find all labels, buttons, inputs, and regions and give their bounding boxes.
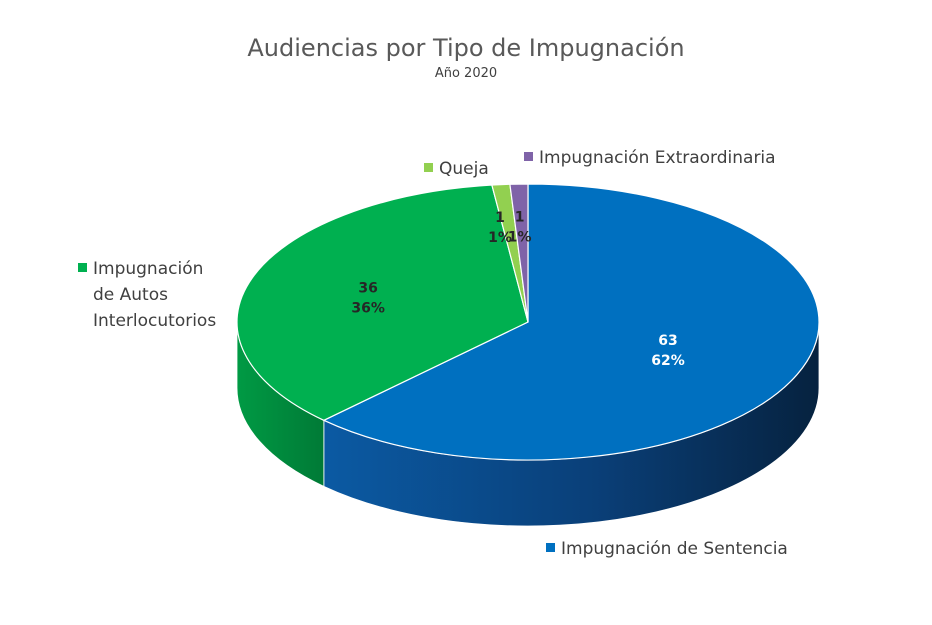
legend-label-sentencia: Impugnación de Sentencia [561, 539, 788, 559]
slice-impugnacion-extraordinaria [509, 183, 529, 323]
chart-title: Audiencias por Tipo de Impugnación [247, 34, 685, 62]
data-label-value-impugnacion-de-autos-interlocutorios: 36 [358, 280, 377, 296]
data-label-value-impugnacion-de-sentencia: 63 [658, 333, 677, 349]
data-label-value-impugnacion-extraordinaria: 1 [515, 209, 525, 225]
legend-swatch-queja [424, 163, 433, 172]
slice-impugnacion-de-sentencia [322, 183, 820, 461]
legend-label-autos-line1: Impugnación [93, 259, 204, 279]
legend-item-sentencia: Impugnación de Sentencia [546, 536, 788, 562]
chart-subtitle: Año 2020 [434, 66, 498, 81]
legend-item-autos: Impugnación de Autos Interlocutorios [78, 256, 216, 334]
slice-impugnacion-de-autos-interlocutorios [236, 184, 529, 422]
data-label-percent-impugnacion-de-autos-interlocutorios: 36% [351, 300, 385, 316]
legend-label-queja: Queja [439, 159, 489, 179]
legend-label-autos-line3: Interlocutorios [93, 311, 217, 331]
legend-label-extraordinaria: Impugnación Extraordinaria [539, 148, 776, 168]
data-label-percent-impugnacion-extraordinaria: 1% [508, 229, 532, 245]
data-label-percent-queja: 1% [488, 230, 512, 246]
legend-label-autos-line2: de Autos [93, 285, 168, 305]
legend-item-queja: Queja [424, 156, 489, 182]
legend-swatch-autos [78, 263, 87, 272]
data-label-value-queja: 1 [495, 210, 505, 226]
data-label-percent-impugnacion-de-sentencia: 62% [651, 353, 685, 369]
legend-swatch-extraordinaria [524, 152, 533, 161]
legend-item-extraordinaria: Impugnación Extraordinaria [524, 145, 776, 171]
legend-swatch-sentencia [546, 543, 555, 552]
